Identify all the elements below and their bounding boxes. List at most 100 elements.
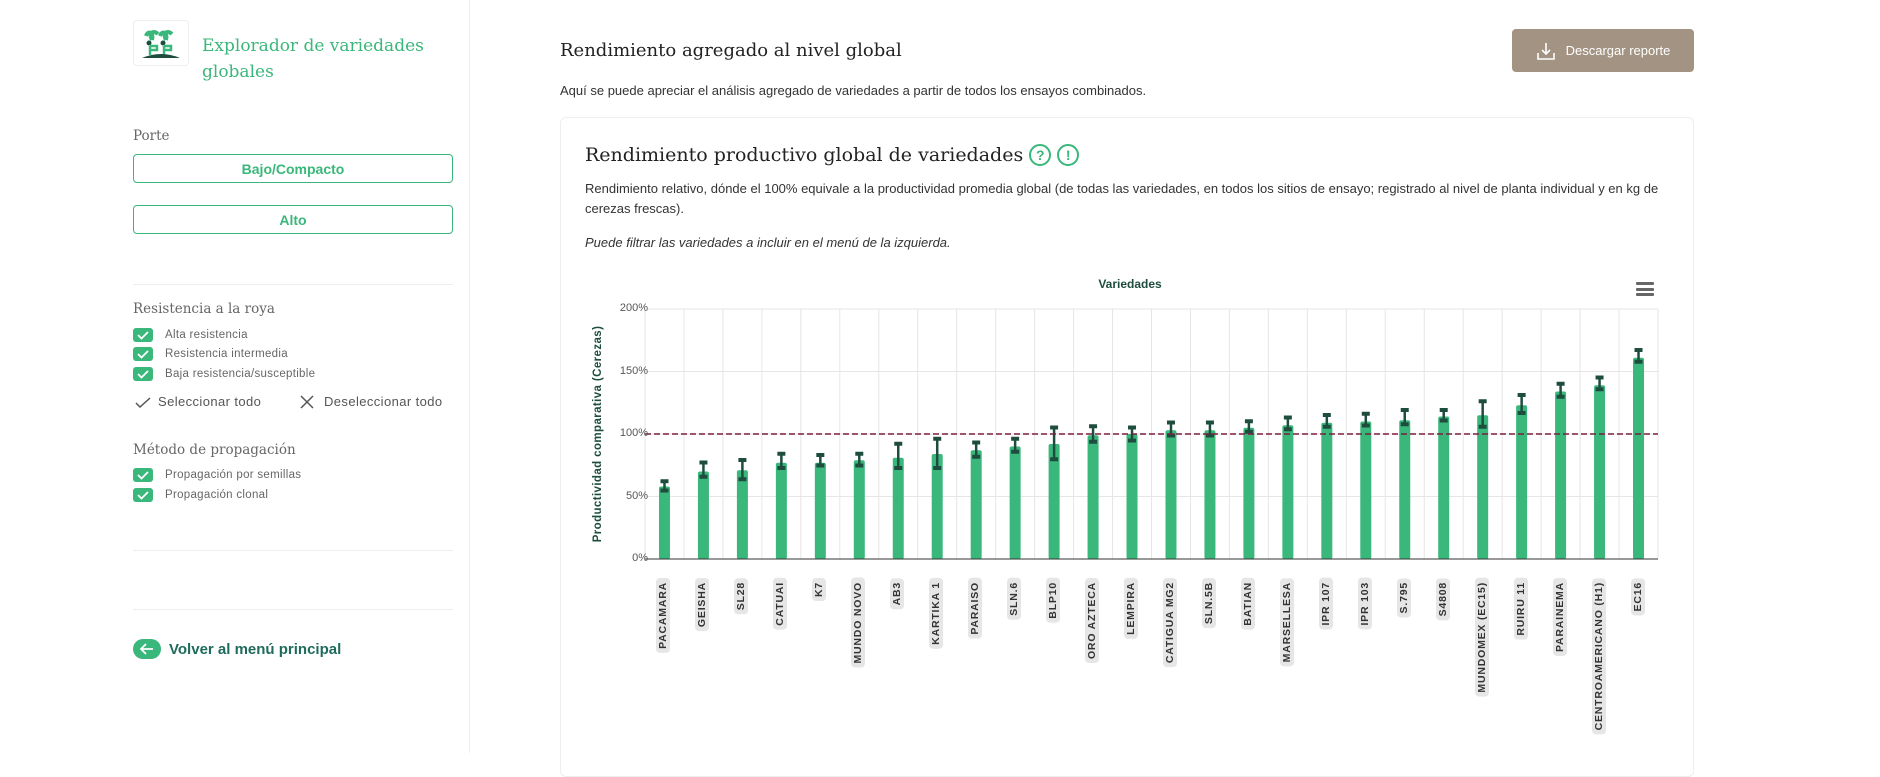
error-cap-bottom [1595, 387, 1604, 392]
error-cap-bottom [1283, 427, 1292, 432]
x-tick-label: EC16 [1630, 578, 1645, 616]
x-tick-label: BATIAN [1240, 578, 1255, 630]
bar [1282, 425, 1294, 559]
bar [1360, 421, 1372, 559]
x-tick-label: BLP10 [1046, 578, 1061, 623]
bar [1087, 435, 1099, 559]
error-cap-top [660, 479, 669, 484]
checkbox-label: Resistencia intermedia [165, 348, 288, 360]
bar [1438, 416, 1450, 559]
back-to-main-menu-link[interactable]: Volver al menú principal [133, 639, 341, 659]
error-cap-top [1128, 425, 1137, 430]
error-cap-top [933, 436, 942, 441]
error-cap-bottom [1205, 433, 1214, 438]
x-tick-label: CATUAI [773, 578, 788, 630]
error-cap-bottom [1166, 433, 1175, 438]
card-description: Rendimiento relativo, dónde el 100% equi… [585, 181, 1659, 216]
x-tick-label: RUIRU 11 [1513, 578, 1528, 640]
bar [1204, 430, 1216, 559]
porte-alto-button[interactable]: Alto [133, 205, 453, 234]
error-cap-top [1361, 411, 1370, 416]
y-tick-label: 0% [632, 552, 648, 564]
divider [133, 284, 453, 285]
check-icon [135, 396, 151, 408]
app-logo [133, 20, 189, 66]
error-cap-bottom [1556, 394, 1565, 399]
x-tick-label: MARSELLESA [1279, 578, 1294, 667]
error-cap-bottom [816, 463, 825, 468]
x-tick-label: PARAISO [968, 578, 983, 639]
error-cap-top [1322, 413, 1331, 417]
bar [1516, 405, 1528, 559]
x-tick-label: K7 [812, 578, 827, 602]
checkbox-resistencia-intermedia[interactable]: Resistencia intermedia [133, 346, 288, 362]
bar [1555, 391, 1567, 559]
x-tick-label: IPR 107 [1318, 578, 1333, 630]
chart-menu-icon[interactable] [1636, 282, 1654, 296]
bar [697, 471, 709, 559]
error-cap-top [1400, 408, 1409, 412]
porte-label: Porte [133, 128, 170, 144]
divider [133, 550, 453, 551]
bar [970, 450, 982, 559]
deselect-all-button[interactable]: Deseleccionar todo [300, 394, 443, 409]
checkbox-label: Propagación por semillas [165, 469, 302, 481]
checkbox-baja-resistencia[interactable]: Baja resistencia/susceptible [133, 366, 315, 382]
warning-icon[interactable]: ! [1057, 144, 1080, 166]
error-cap-top [1011, 436, 1020, 441]
back-label: Volver al menú principal [169, 640, 342, 658]
bar [1048, 444, 1060, 559]
error-cap-bottom [1478, 424, 1487, 429]
check-icon [133, 367, 153, 381]
check-icon [133, 347, 153, 361]
error-cap-top [1166, 420, 1175, 425]
error-cap-top [1244, 419, 1253, 424]
checkbox-propagacion-clonal[interactable]: Propagación clonal [133, 487, 268, 503]
divider [133, 609, 453, 610]
y-tick-label: 50% [625, 489, 648, 502]
select-all-label: Seleccionar todo [158, 394, 262, 409]
error-cap-bottom [1244, 429, 1253, 434]
error-cap-top [777, 451, 786, 456]
porte-bajo-compacto-button[interactable]: Bajo/Compacto [133, 154, 453, 183]
select-all-button[interactable]: Seleccionar todo [135, 394, 261, 409]
bar [1399, 420, 1411, 559]
bar [892, 457, 904, 559]
page-title: Rendimiento agregado al nivel global [560, 40, 902, 61]
error-cap-bottom [1322, 424, 1331, 429]
arrow-left-icon [133, 639, 161, 659]
x-tick-label: CATIGUA MG2 [1162, 578, 1177, 668]
x-tick-label: ORO AZTECA [1085, 578, 1100, 664]
error-cap-bottom [660, 488, 669, 493]
error-cap-bottom [972, 454, 981, 459]
x-tick-label: S.795 [1396, 578, 1411, 618]
error-cap-bottom [1361, 423, 1370, 428]
sidebar: Explorador de variedades globales Porte … [0, 0, 470, 753]
bar [1477, 415, 1489, 559]
x-tick-label: SLN.6 [1007, 578, 1022, 620]
checkbox-propagacion-semillas[interactable]: Propagación por semillas [133, 467, 301, 483]
error-cap-bottom [894, 466, 903, 470]
check-icon [133, 488, 153, 502]
x-tick-label: MUNDO NOVO [851, 578, 866, 668]
propagacion-label: Método de propagación [133, 442, 296, 458]
error-cap-top [1089, 424, 1098, 429]
help-icon[interactable]: ? [1029, 144, 1052, 166]
x-tick-label: SLN.5B [1201, 578, 1216, 629]
checkbox-alta-resistencia[interactable]: Alta resistencia [133, 327, 248, 343]
error-cap-top [855, 451, 864, 456]
bar [1594, 385, 1606, 559]
bar [1165, 430, 1177, 559]
bar [1321, 422, 1333, 559]
roya-label: Resistencia a la roya [133, 301, 275, 317]
bar-chart [644, 308, 1659, 560]
close-icon [300, 394, 314, 409]
x-tick-label: IPR 103 [1357, 578, 1372, 630]
page-subtitle: Aquí se puede apreciar el análisis agreg… [560, 83, 1147, 98]
check-icon [133, 328, 153, 342]
bar [1243, 427, 1255, 559]
download-report-button[interactable]: Descargar reporte [1512, 29, 1694, 72]
deselect-all-label: Deseleccionar todo [324, 394, 443, 409]
error-cap-bottom [699, 474, 708, 479]
error-cap-top [1050, 425, 1059, 430]
